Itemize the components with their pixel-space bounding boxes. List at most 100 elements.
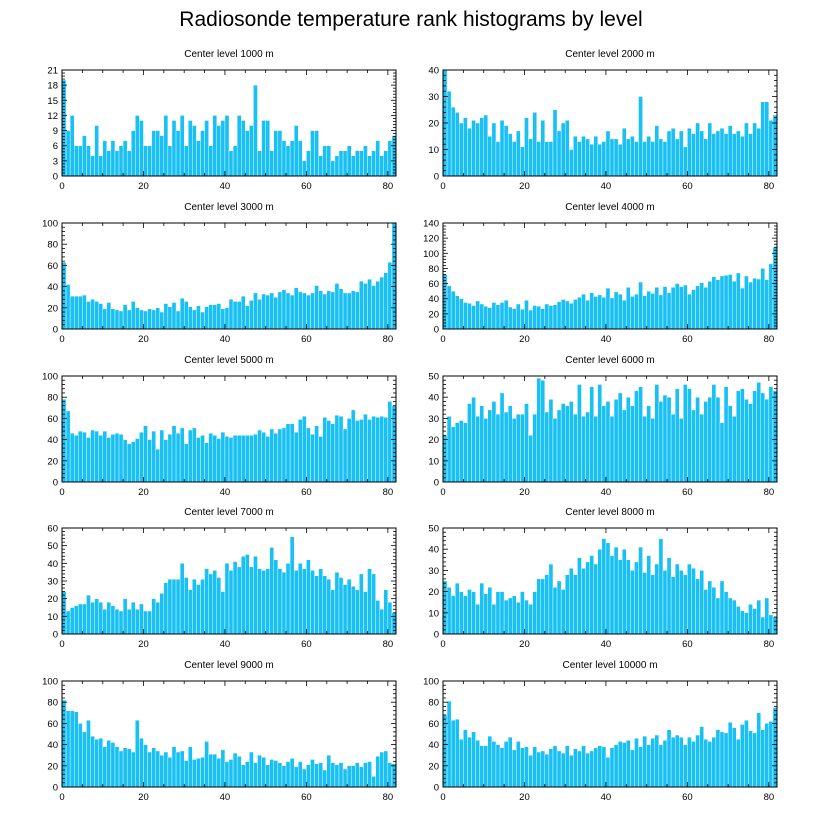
histogram-bar: [740, 136, 745, 177]
histogram-bar: [650, 293, 655, 330]
histogram-bar: [687, 736, 692, 788]
histogram-bar: [106, 740, 112, 788]
histogram-bar: [355, 589, 360, 635]
x-tick-label: 0: [59, 792, 64, 803]
histogram-bar: [192, 427, 197, 483]
histogram-bar: [577, 557, 582, 635]
panel-title: Center level 8000 m: [565, 507, 655, 518]
x-tick-label: 40: [601, 334, 612, 345]
histogram-bar: [565, 745, 570, 788]
histogram-bar: [760, 268, 765, 330]
histogram-bar: [495, 304, 501, 330]
histogram-bar: [536, 141, 541, 177]
histogram-bar: [175, 433, 181, 483]
histogram-bar: [257, 150, 262, 177]
histogram-bar: [552, 587, 558, 635]
histogram-bar: [151, 747, 156, 788]
histogram-bar: [342, 768, 348, 788]
histogram-bar: [503, 741, 509, 788]
histogram-bar: [577, 141, 582, 177]
histogram-bar: [560, 589, 566, 635]
histogram-bar: [642, 416, 647, 483]
histogram-bar: [744, 122, 749, 177]
histogram-bar: [224, 563, 230, 635]
histogram-bar: [216, 758, 222, 788]
histogram-bar: [135, 115, 140, 177]
histogram-bar: [196, 758, 201, 788]
y-tick-label: 50: [47, 541, 58, 552]
histogram-panel: Center level 5000 m 0 20 40 60 80 100 0 20 40 60 80: [42, 355, 397, 498]
y-tick-label: 60: [428, 279, 439, 290]
histogram-bar: [151, 309, 156, 330]
histogram-bar: [589, 386, 594, 483]
histogram-bar: [573, 748, 578, 788]
histogram-bar: [711, 384, 717, 483]
histogram-bar: [196, 305, 201, 330]
histogram-bar: [569, 149, 574, 177]
histogram-bar: [674, 563, 680, 635]
histogram-bar: [257, 299, 262, 330]
histogram-bar: [126, 748, 132, 788]
histogram-bar: [241, 435, 246, 483]
histogram-bar: [593, 747, 598, 788]
x-tick-label: 60: [301, 487, 312, 498]
histogram-bar: [768, 263, 774, 330]
histogram-bar: [605, 401, 611, 483]
histogram-bar: [479, 582, 484, 635]
panel-title: Center level 3000 m: [184, 202, 274, 213]
x-tick-label: 80: [764, 792, 775, 803]
x-tick-label: 40: [220, 334, 231, 345]
histogram-bar: [90, 602, 95, 635]
y-tick-label: 40: [428, 66, 439, 77]
histogram-bar: [650, 574, 655, 635]
histogram-bar: [102, 430, 108, 483]
histogram-bar: [155, 602, 160, 635]
histogram-bar: [281, 427, 287, 483]
histogram-bar: [503, 411, 509, 483]
histogram-bar: [654, 287, 660, 330]
histogram-bar: [65, 130, 71, 177]
panel-title: Center level 1000 m: [184, 49, 274, 60]
histogram-bar: [683, 146, 688, 177]
histogram-bar: [450, 290, 456, 330]
histogram-bar: [483, 306, 489, 330]
histogram-panel: Center level 8000 m 0 10 20 30 40 50 0 20 40 60 80: [428, 507, 778, 650]
histogram-bar: [367, 568, 372, 635]
histogram-bar: [528, 604, 533, 635]
histogram-bar: [200, 757, 205, 788]
histogram-bar: [552, 109, 558, 177]
histogram-bar: [459, 122, 464, 177]
histogram-bar: [261, 570, 266, 635]
histogram-bar: [613, 291, 619, 330]
histogram-bar: [642, 295, 647, 330]
histogram-bar: [135, 720, 140, 788]
histogram-bar: [560, 752, 566, 788]
histogram-bar: [285, 761, 291, 788]
histogram-bar: [699, 130, 704, 177]
histogram-bar: [69, 115, 75, 177]
y-tick-label: 0: [53, 783, 58, 794]
histogram-bar: [642, 141, 647, 177]
histogram-bar: [491, 604, 497, 635]
histogram-bar: [322, 293, 327, 330]
histogram-bar: [723, 591, 729, 635]
y-tick-label: 21: [47, 66, 58, 77]
histogram-panel: Center level 6000 m 0 10 20 30 40 50 0 20 40 60 80: [428, 355, 778, 498]
histogram-bar: [524, 599, 529, 635]
histogram-bar: [122, 747, 128, 788]
histogram-bar: [330, 589, 336, 635]
histogram-bar: [65, 710, 71, 788]
histogram-bar: [192, 125, 197, 177]
histogram-bar: [723, 133, 729, 177]
histogram-bar: [487, 409, 493, 483]
histogram-bar: [524, 117, 529, 177]
y-tick-label: 18: [47, 81, 58, 92]
histogram-bar: [351, 765, 356, 788]
plot-frame: [442, 222, 778, 330]
histogram-bar: [188, 589, 193, 635]
histogram-bar: [683, 744, 688, 788]
histogram-bar: [253, 292, 258, 330]
histogram-bar: [772, 114, 778, 177]
histogram-bar: [114, 150, 120, 177]
